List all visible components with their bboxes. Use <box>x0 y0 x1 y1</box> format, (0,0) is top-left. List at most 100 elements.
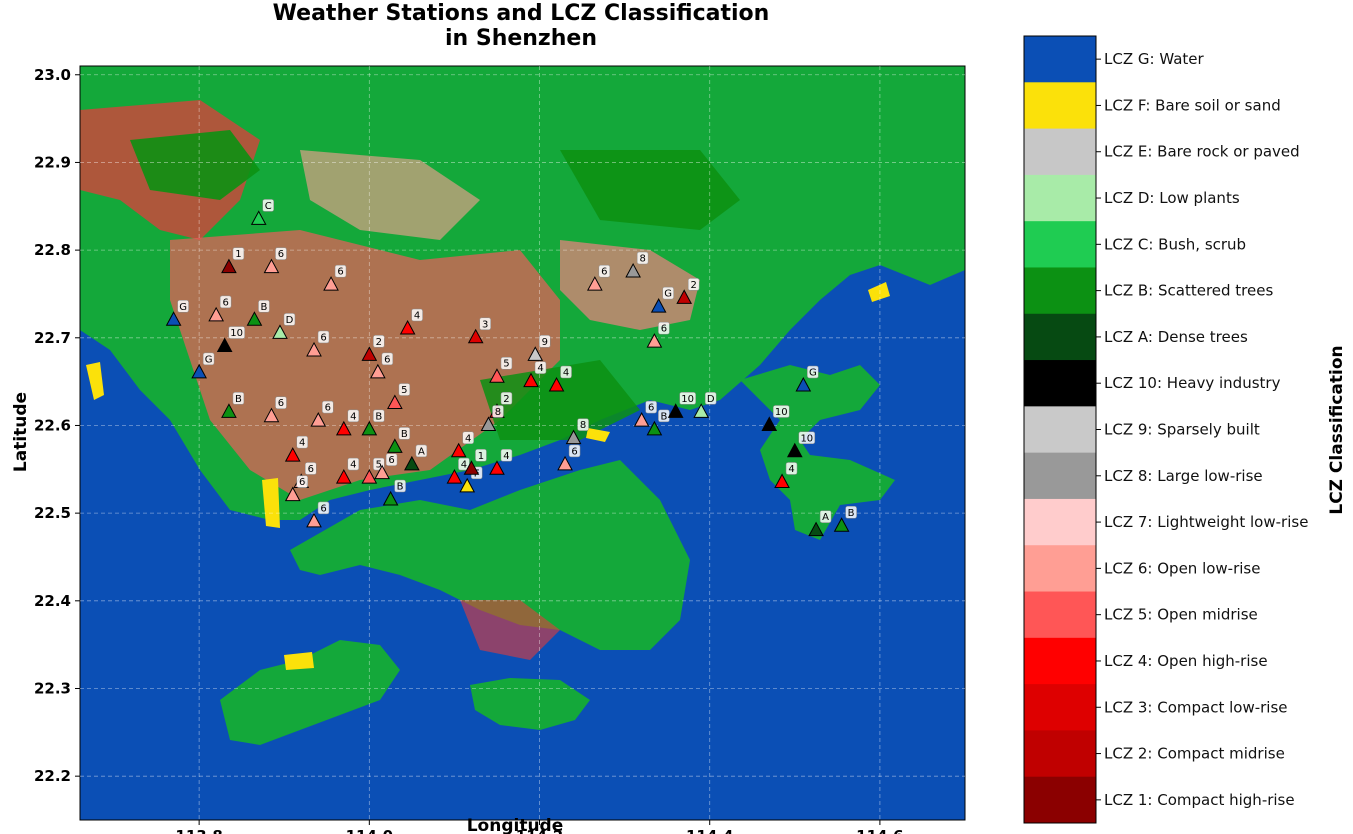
colorbar-swatch <box>1024 36 1096 83</box>
colorbar-swatch <box>1024 684 1096 731</box>
station-label: 6 <box>278 398 284 409</box>
station-marker: 8 <box>565 418 589 445</box>
colorbar-swatch <box>1024 174 1096 222</box>
station-triangle <box>306 341 322 357</box>
station-label-box <box>322 400 334 414</box>
y-tick-label: 22.5 <box>34 504 71 522</box>
station-triangle <box>548 376 565 392</box>
station-label: B <box>848 508 855 519</box>
station-label-box <box>645 400 657 414</box>
station-marker: 6 <box>586 264 611 291</box>
station-marker: 10 <box>761 405 790 431</box>
station-marker: 4 <box>548 365 572 392</box>
station-label-box <box>662 286 674 300</box>
station-marker: 2 <box>361 335 385 361</box>
station-label: 6 <box>308 464 314 475</box>
colorbar-swatch <box>1024 82 1096 130</box>
colorbar-label-item: LCZ C: Bush, scrub <box>1104 235 1246 253</box>
station-triangle <box>221 258 237 274</box>
chart-title-line-1: Weather Stations and LCZ Classification <box>273 1 770 26</box>
x-tick-label: 114.4 <box>686 827 733 834</box>
station-label-box <box>305 462 317 475</box>
x-tick-label: 114.0 <box>346 827 393 834</box>
station-label: 4 <box>414 311 420 322</box>
y-tick-label: 22.9 <box>34 153 71 171</box>
hong-kong-island <box>470 678 590 730</box>
colorbar-swatch <box>1024 545 1096 593</box>
colorbar-swatch <box>1024 406 1096 454</box>
station-label-box <box>500 356 513 370</box>
station-triangle <box>446 469 463 484</box>
station-label: 8 <box>580 420 586 431</box>
station-label-box <box>317 501 330 515</box>
station-triangle <box>667 403 684 418</box>
station-marker: G <box>165 300 189 326</box>
urban-east-patch <box>560 240 700 330</box>
station-label-box <box>347 457 360 471</box>
colorbar-label-item: LCZ D: Low plants <box>1104 189 1240 207</box>
colorbar-swatch <box>1024 313 1096 361</box>
station-triangle <box>374 464 390 480</box>
station-label-box <box>819 510 832 523</box>
station-marker: 1 <box>463 449 487 475</box>
station-marker: 8 <box>480 405 504 431</box>
station-marker: B <box>646 409 670 436</box>
station-marker: 1 <box>221 247 245 274</box>
station-triangle <box>263 407 280 423</box>
station-label: 5 <box>376 460 382 471</box>
colorbar-label-item: LCZ 9: Sparsely built <box>1104 421 1260 439</box>
map-layer <box>80 66 965 820</box>
station-marker: 6 <box>557 444 581 471</box>
colorbar-swatch <box>1024 637 1096 685</box>
station-marker: B <box>221 392 245 418</box>
station-triangle <box>774 473 790 488</box>
station-label-box <box>334 264 347 278</box>
station-marker: 6 <box>310 400 334 427</box>
station-label: 6 <box>320 332 326 343</box>
colorbar-label-item: LCZ 7: Lightweight low-rise <box>1104 513 1308 531</box>
station-label-box <box>317 330 330 344</box>
station-marker: 6 <box>323 264 347 291</box>
station-triangle <box>208 306 224 322</box>
colorbar-label-item: LCZ 5: Open midrise <box>1104 606 1258 624</box>
station-triangle <box>361 469 378 484</box>
forest-northeast-patch <box>560 150 740 230</box>
station-triangle <box>646 333 663 348</box>
station-triangle <box>693 403 710 418</box>
station-triangle <box>523 372 539 388</box>
station-triangle <box>463 460 480 475</box>
station-label-box <box>704 392 717 405</box>
station-marker: 4 <box>450 431 474 458</box>
y-tick-label: 22.8 <box>34 241 71 259</box>
station-label: B <box>401 429 408 440</box>
station-triangle <box>361 420 378 436</box>
station-triangle <box>306 512 322 528</box>
station-marker: 5 <box>489 356 513 383</box>
station-marker: B <box>246 300 270 326</box>
urban-central-patch <box>170 230 560 500</box>
station-triangle <box>459 477 476 493</box>
station-triangle <box>361 346 378 361</box>
station-label: 5 <box>503 359 509 370</box>
y-tick-label: 23.0 <box>34 66 71 84</box>
station-marker: 4 <box>335 409 360 436</box>
station-label-box <box>275 396 287 409</box>
station-label-box <box>560 365 572 379</box>
station-label: 4 <box>465 433 471 444</box>
station-label: 10 <box>800 433 813 444</box>
station-triangle <box>527 346 544 361</box>
station-triangle <box>263 258 280 274</box>
station-label: 5 <box>401 385 407 396</box>
station-marker: B <box>361 409 385 436</box>
station-label: 6 <box>648 403 654 414</box>
station-label-box <box>232 247 245 260</box>
colorbar-swatch <box>1024 221 1096 268</box>
station-marker: B <box>387 427 411 453</box>
station-label: 6 <box>661 324 667 335</box>
station-marker: 4 <box>284 435 308 462</box>
y-axis-ticks: 22.2 22.3 22.4 22.5 22.6 22.7 22.8 22.9 23.0 <box>34 66 80 785</box>
grid-lines <box>80 66 965 820</box>
station-marker: 6 <box>306 330 330 357</box>
lcz-colorbar-legend: LCZ G: Water LCZ F: Bare soil or sand LCZ … <box>1024 36 1308 824</box>
station-label-box <box>262 199 274 212</box>
